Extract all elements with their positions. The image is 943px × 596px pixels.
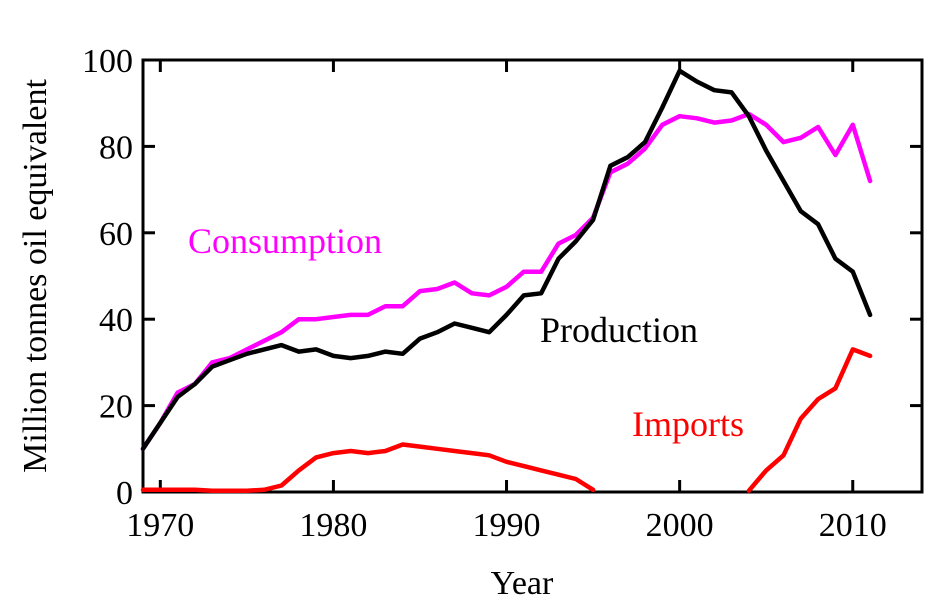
y-tick-label: 0	[116, 475, 133, 512]
x-tick-label: 1970	[126, 507, 194, 544]
y-tick-label: 100	[82, 43, 133, 80]
y-tick-label: 80	[99, 129, 133, 166]
plot-frame	[141, 58, 924, 494]
x-tick-label: 1990	[473, 507, 541, 544]
series-line-imports	[140, 347, 873, 493]
x-axis-ticks: 1970 1980 1990 2000 2010	[126, 60, 887, 544]
x-tick-label: 2010	[819, 507, 887, 544]
y-tick-label: 20	[99, 389, 133, 426]
y-tick-label: 40	[99, 302, 133, 339]
series-line-production	[140, 68, 873, 452]
series-lines	[140, 68, 873, 493]
y-tick-label: 60	[99, 216, 133, 253]
series-label-production: Production	[540, 310, 698, 350]
series-label-consumption: Consumption	[188, 221, 382, 261]
series-label-imports: Imports	[632, 404, 744, 444]
x-tick-label: 1980	[299, 507, 367, 544]
x-tick-label: 2000	[646, 507, 714, 544]
y-axis-title: Million tonnes oil equivalent	[17, 79, 54, 473]
series-line-consumption	[140, 111, 873, 452]
x-axis-title: Year	[491, 565, 554, 596]
y-axis-ticks: 0 20 40 60 80 100	[82, 43, 922, 512]
